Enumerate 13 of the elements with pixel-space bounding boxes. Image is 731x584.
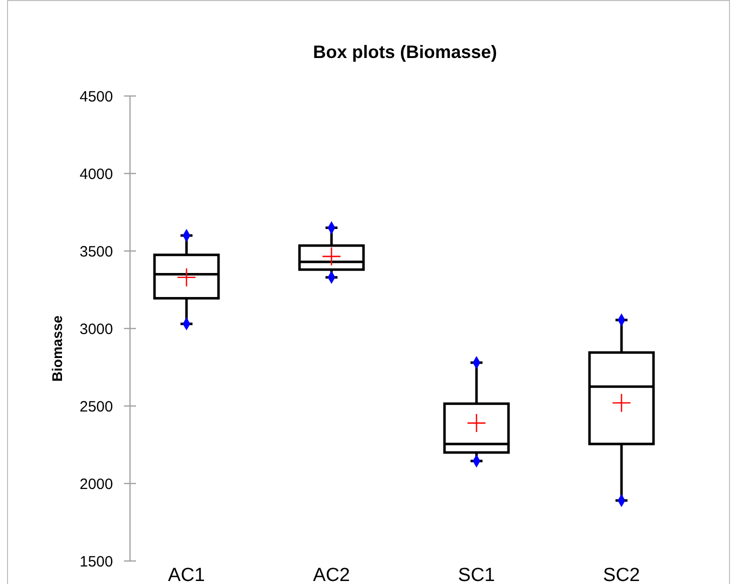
y-tick-label: 3000 — [80, 320, 113, 338]
y-tick-label: 1500 — [80, 553, 113, 570]
chart-title: Box plots (Biomasse) — [312, 42, 498, 62]
y-tick-label: 2000 — [80, 476, 113, 493]
x-tick-label: SC2 — [603, 565, 640, 584]
y-tick-label: 2500 — [80, 398, 113, 416]
y-axis-title: Biomasse — [49, 315, 65, 382]
y-tick-label: 4500 — [80, 88, 113, 106]
x-tick-label: AC1 — [168, 565, 205, 584]
x-tick-label: SC1 — [458, 565, 495, 584]
y-tick-label: 3500 — [80, 243, 113, 260]
y-tick-label: 4000 — [80, 166, 113, 183]
x-tick-label: AC2 — [313, 565, 350, 584]
